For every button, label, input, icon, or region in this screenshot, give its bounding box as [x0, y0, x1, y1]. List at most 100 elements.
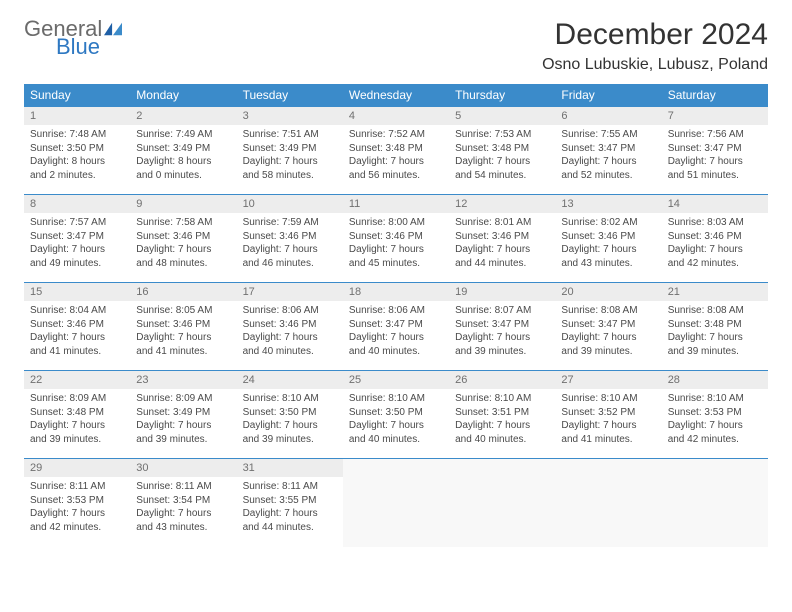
day-body: Sunrise: 8:06 AMSunset: 3:47 PMDaylight:…: [343, 301, 449, 363]
sunrise-text: Sunrise: 8:04 AM: [30, 304, 124, 318]
day-body: Sunrise: 8:01 AMSunset: 3:46 PMDaylight:…: [449, 213, 555, 275]
sunrise-text: Sunrise: 8:00 AM: [349, 216, 443, 230]
calendar-week-row: 22Sunrise: 8:09 AMSunset: 3:48 PMDayligh…: [24, 371, 768, 459]
calendar-cell: 17Sunrise: 8:06 AMSunset: 3:46 PMDayligh…: [237, 283, 343, 371]
day-body: Sunrise: 8:10 AMSunset: 3:51 PMDaylight:…: [449, 389, 555, 451]
daylight-text: Daylight: 7 hours and 54 minutes.: [455, 155, 549, 182]
day-body: Sunrise: 8:05 AMSunset: 3:46 PMDaylight:…: [130, 301, 236, 363]
daylight-text: Daylight: 7 hours and 46 minutes.: [243, 243, 337, 270]
sunrise-text: Sunrise: 8:10 AM: [455, 392, 549, 406]
logo-word2: Blue: [56, 36, 122, 58]
calendar-cell: 26Sunrise: 8:10 AMSunset: 3:51 PMDayligh…: [449, 371, 555, 459]
day-number: 21: [662, 283, 768, 301]
daylight-text: Daylight: 7 hours and 43 minutes.: [136, 507, 230, 534]
sunset-text: Sunset: 3:51 PM: [455, 406, 549, 420]
sunrise-text: Sunrise: 8:10 AM: [668, 392, 762, 406]
calendar-cell: 15 Sunrise: 8:04 AMSunset: 3:46 PMDayligh…: [24, 283, 130, 371]
sunset-text: Sunset: 3:47 PM: [561, 318, 655, 332]
sunrise-text: Sunrise: 8:10 AM: [349, 392, 443, 406]
calendar-cell: 7Sunrise: 7:56 AMSunset: 3:47 PMDaylight…: [662, 107, 768, 195]
sunrise-text: Sunrise: 7:52 AM: [349, 128, 443, 142]
sunrise-text: Sunrise: 8:08 AM: [668, 304, 762, 318]
daylight-text: Daylight: 8 hours and 0 minutes.: [136, 155, 230, 182]
daylight-text: Daylight: 7 hours and 41 minutes.: [136, 331, 230, 358]
daylight-text: Daylight: 7 hours and 39 minutes.: [136, 419, 230, 446]
daylight-text: Daylight: 7 hours and 40 minutes.: [349, 331, 443, 358]
daylight-text: Daylight: 7 hours and 44 minutes.: [243, 507, 337, 534]
sunrise-text: Sunrise: 7:57 AM: [30, 216, 124, 230]
daylight-text: Daylight: 7 hours and 42 minutes.: [30, 507, 124, 534]
day-body: Sunrise: 8:09 AMSunset: 3:48 PMDaylight:…: [24, 389, 130, 451]
sunset-text: Sunset: 3:53 PM: [668, 406, 762, 420]
calendar-cell: 31Sunrise: 8:11 AMSunset: 3:55 PMDayligh…: [237, 459, 343, 547]
sunset-text: Sunset: 3:50 PM: [349, 406, 443, 420]
daylight-text: Daylight: 7 hours and 42 minutes.: [668, 419, 762, 446]
calendar-cell: 6Sunrise: 7:55 AMSunset: 3:47 PMDaylight…: [555, 107, 661, 195]
calendar-cell: 8Sunrise: 7:57 AMSunset: 3:47 PMDaylight…: [24, 195, 130, 283]
day-body: Sunrise: 8:09 AMSunset: 3:49 PMDaylight:…: [130, 389, 236, 451]
calendar-cell: 11Sunrise: 8:00 AMSunset: 3:46 PMDayligh…: [343, 195, 449, 283]
day-body: Sunrise: 8:11 AMSunset: 3:55 PMDaylight:…: [237, 477, 343, 539]
sunset-text: Sunset: 3:47 PM: [349, 318, 443, 332]
sunrise-text: Sunrise: 8:06 AM: [243, 304, 337, 318]
day-body: Sunrise: 7:52 AMSunset: 3:48 PMDaylight:…: [343, 125, 449, 187]
calendar-cell: 10Sunrise: 7:59 AMSunset: 3:46 PMDayligh…: [237, 195, 343, 283]
day-number: 12: [449, 195, 555, 213]
daylight-text: Daylight: 7 hours and 43 minutes.: [561, 243, 655, 270]
day-number: 15: [24, 283, 130, 301]
weekday-header: Sunday: [24, 84, 130, 107]
calendar-cell: 16Sunrise: 8:05 AMSunset: 3:46 PMDayligh…: [130, 283, 236, 371]
sunrise-text: Sunrise: 8:09 AM: [30, 392, 124, 406]
sunset-text: Sunset: 3:46 PM: [243, 230, 337, 244]
daylight-text: Daylight: 7 hours and 39 minutes.: [30, 419, 124, 446]
calendar-cell: 27Sunrise: 8:10 AMSunset: 3:52 PMDayligh…: [555, 371, 661, 459]
calendar-cell: 20Sunrise: 8:08 AMSunset: 3:47 PMDayligh…: [555, 283, 661, 371]
sunrise-text: Sunrise: 8:07 AM: [455, 304, 549, 318]
day-body: Sunrise: 8:08 AMSunset: 3:48 PMDaylight:…: [662, 301, 768, 363]
sunset-text: Sunset: 3:47 PM: [668, 142, 762, 156]
day-number: 6: [555, 107, 661, 125]
daylight-text: Daylight: 7 hours and 41 minutes.: [30, 331, 124, 358]
day-number: 11: [343, 195, 449, 213]
calendar-week-row: 1Sunrise: 7:48 AMSunset: 3:50 PMDaylight…: [24, 107, 768, 195]
day-number: 19: [449, 283, 555, 301]
sunrise-text: Sunrise: 7:49 AM: [136, 128, 230, 142]
day-number: 1: [24, 107, 130, 125]
calendar-cell: 19 Sunrise: 8:07 AMSunset: 3:47 PMDayligh…: [449, 283, 555, 371]
calendar-cell: [449, 459, 555, 547]
calendar-cell: 30Sunrise: 8:11 AMSunset: 3:54 PMDayligh…: [130, 459, 236, 547]
day-number: 28: [662, 371, 768, 389]
sunrise-text: Sunrise: 8:11 AM: [136, 480, 230, 494]
calendar-cell: 9Sunrise: 7:58 AMSunset: 3:46 PMDaylight…: [130, 195, 236, 283]
daylight-text: Daylight: 7 hours and 42 minutes.: [668, 243, 762, 270]
sunset-text: Sunset: 3:47 PM: [455, 318, 549, 332]
day-number: 27: [555, 371, 661, 389]
sunrise-text: Sunrise: 7:53 AM: [455, 128, 549, 142]
sunset-text: Sunset: 3:49 PM: [136, 142, 230, 156]
title-block: December 2024 Osno Lubuskie, Lubusz, Pol…: [542, 18, 768, 74]
day-body: Sunrise: 8:02 AMSunset: 3:46 PMDaylight:…: [555, 213, 661, 275]
sunset-text: Sunset: 3:47 PM: [561, 142, 655, 156]
sunset-text: Sunset: 3:46 PM: [30, 318, 124, 332]
calendar-cell: 5Sunrise: 7:53 AMSunset: 3:48 PMDaylight…: [449, 107, 555, 195]
day-number: 18: [343, 283, 449, 301]
sunset-text: Sunset: 3:46 PM: [561, 230, 655, 244]
sunset-text: Sunset: 3:48 PM: [349, 142, 443, 156]
day-number: 16: [130, 283, 236, 301]
sunrise-text: Sunrise: 7:55 AM: [561, 128, 655, 142]
weekday-header-row: Sunday Monday Tuesday Wednesday Thursday…: [24, 84, 768, 107]
day-number: 9: [130, 195, 236, 213]
day-number: 24: [237, 371, 343, 389]
weekday-header: Thursday: [449, 84, 555, 107]
calendar-cell: 4Sunrise: 7:52 AMSunset: 3:48 PMDaylight…: [343, 107, 449, 195]
location-label: Osno Lubuskie, Lubusz, Poland: [542, 56, 768, 74]
calendar-cell: 1Sunrise: 7:48 AMSunset: 3:50 PMDaylight…: [24, 107, 130, 195]
daylight-text: Daylight: 7 hours and 45 minutes.: [349, 243, 443, 270]
day-number: 8: [24, 195, 130, 213]
daylight-text: Daylight: 7 hours and 40 minutes.: [455, 419, 549, 446]
daylight-text: Daylight: 7 hours and 39 minutes.: [668, 331, 762, 358]
sunset-text: Sunset: 3:54 PM: [136, 494, 230, 508]
daylight-text: Daylight: 7 hours and 39 minutes.: [455, 331, 549, 358]
sunset-text: Sunset: 3:49 PM: [243, 142, 337, 156]
calendar-cell: 13Sunrise: 8:02 AMSunset: 3:46 PMDayligh…: [555, 195, 661, 283]
